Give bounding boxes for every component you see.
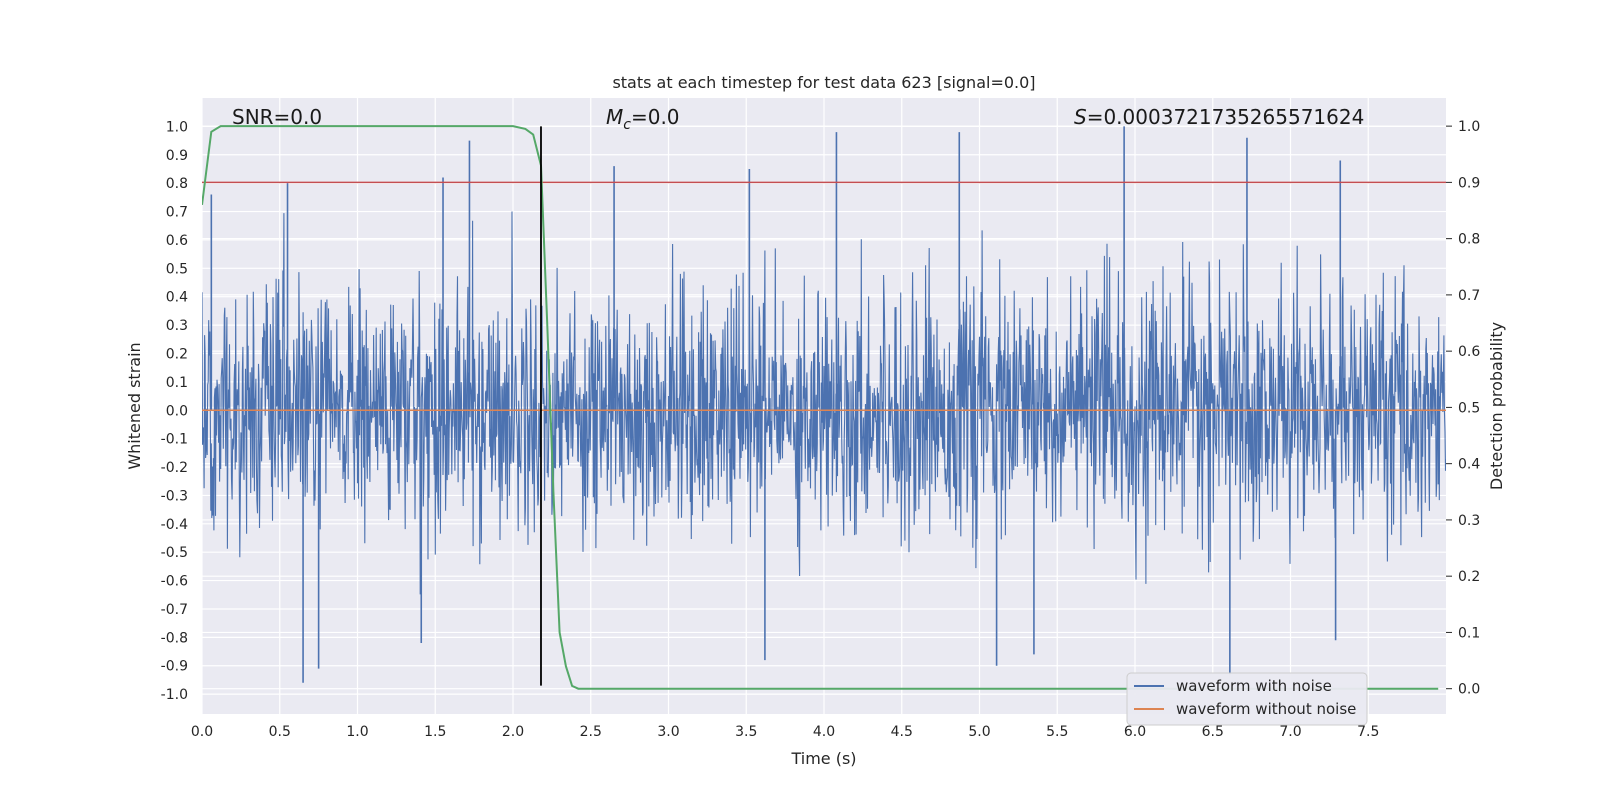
noise-trace (202, 126, 1446, 683)
right-tick-label: 1.0 (1458, 119, 1480, 135)
chirp-mass-subscript: c (623, 117, 631, 133)
legend-label-noise: waveform with noise (1176, 677, 1332, 695)
y-tick-label: 0.0 (166, 403, 188, 419)
x-tick-label: 7.0 (1279, 724, 1301, 740)
right-tick-label: 0.6 (1458, 344, 1480, 360)
y-tick-label: -0.5 (161, 545, 188, 561)
score-symbol: S (1074, 105, 1087, 129)
right-tick-label: 0.7 (1458, 288, 1480, 304)
y-tick-label: 0.5 (166, 261, 188, 277)
y-tick-label: -0.7 (161, 602, 188, 618)
right-tick-label: 0.1 (1458, 625, 1480, 641)
y-tick-label: -0.1 (161, 432, 188, 448)
right-tick-label: 0.9 (1458, 175, 1480, 191)
x-tick-label: 2.5 (580, 724, 602, 740)
legend-label-clean: waveform without noise (1176, 700, 1356, 718)
x-tick-label: 7.5 (1357, 724, 1379, 740)
y-tick-label: -0.2 (161, 460, 188, 476)
snr-annotation: SNR=0.0 (232, 105, 322, 129)
chirp-mass-value: =0.0 (631, 105, 680, 129)
x-tick-label: 2.0 (502, 724, 524, 740)
x-tick-label: 0.0 (191, 724, 213, 740)
score-value: =0.0003721735265571624 (1087, 105, 1365, 129)
y-tick-label: 0.8 (166, 176, 188, 192)
x-tick-label: 3.0 (657, 724, 679, 740)
right-tick-label: 0.8 (1458, 232, 1480, 248)
right-tick-label: 0.0 (1458, 682, 1480, 698)
chart-title: stats at each timestep for test data 623… (612, 73, 1035, 92)
y-tick-label: 1.0 (166, 119, 188, 135)
y-tick-label: -0.3 (161, 488, 188, 504)
x-tick-label: 0.5 (269, 724, 291, 740)
right-tick-label: 0.3 (1458, 513, 1480, 529)
x-tick-label: 5.5 (1046, 724, 1068, 740)
chirp-mass-annotation: Mc=0.0 (606, 105, 680, 133)
x-tick-label: 6.0 (1124, 724, 1146, 740)
x-tick-label: 5.0 (968, 724, 990, 740)
y-tick-label: 0.6 (166, 233, 188, 249)
y-tick-label: -1.0 (161, 687, 188, 703)
y-tick-label: 0.9 (166, 148, 188, 164)
y-tick-label: -0.4 (161, 517, 188, 533)
y-tick-label: -0.6 (161, 574, 188, 590)
detection-probability-line (202, 125, 1439, 690)
right-axis-ticks: 1.0 0.9 0.8 0.7 0.6 0.5 0.4 0.3 0.2 0.1 0.0 (1446, 119, 1480, 698)
x-tick-label: 1.5 (424, 724, 446, 740)
y-axis-label: Whitened strain (125, 342, 144, 469)
y-axis-ticks: 1.0 0.9 0.8 0.7 0.6 0.5 0.4 0.3 0.2 0.1 0.0 -0.1 -0.… (161, 119, 188, 703)
x-tick-label: 6.5 (1202, 724, 1224, 740)
y-tick-label: 0.2 (166, 346, 188, 362)
right-tick-label: 0.2 (1458, 569, 1480, 585)
right-axis-label: Detection probability (1487, 322, 1506, 490)
chirp-mass-symbol: M (606, 105, 623, 129)
x-axis-label: Time (s) (790, 749, 856, 768)
curves (202, 125, 1446, 690)
x-tick-label: 1.0 (346, 724, 368, 740)
legend: waveform with noise waveform without noi… (1126, 672, 1368, 726)
right-tick-label: 0.4 (1458, 457, 1480, 473)
x-axis-ticks: 0.0 0.5 1.0 1.5 2.0 2.5 3.0 3.5 4.0 4.5 5.0 5.5 6.0 6… (191, 724, 1380, 740)
x-tick-label: 3.5 (735, 724, 757, 740)
right-tick-label: 0.5 (1458, 400, 1480, 416)
y-tick-label: 0.3 (166, 318, 188, 334)
y-tick-label: -0.8 (161, 630, 188, 646)
score-annotation: S=0.0003721735265571624 (1074, 105, 1364, 129)
y-tick-label: 0.7 (166, 205, 188, 221)
y-tick-label: 0.1 (166, 375, 188, 391)
y-tick-label: -0.9 (161, 659, 188, 675)
noise-series-line (202, 211, 1446, 595)
x-tick-label: 4.0 (813, 724, 835, 740)
y-tick-label: 0.4 (166, 290, 188, 306)
x-tick-label: 4.5 (891, 724, 913, 740)
legend-box (1126, 672, 1368, 726)
